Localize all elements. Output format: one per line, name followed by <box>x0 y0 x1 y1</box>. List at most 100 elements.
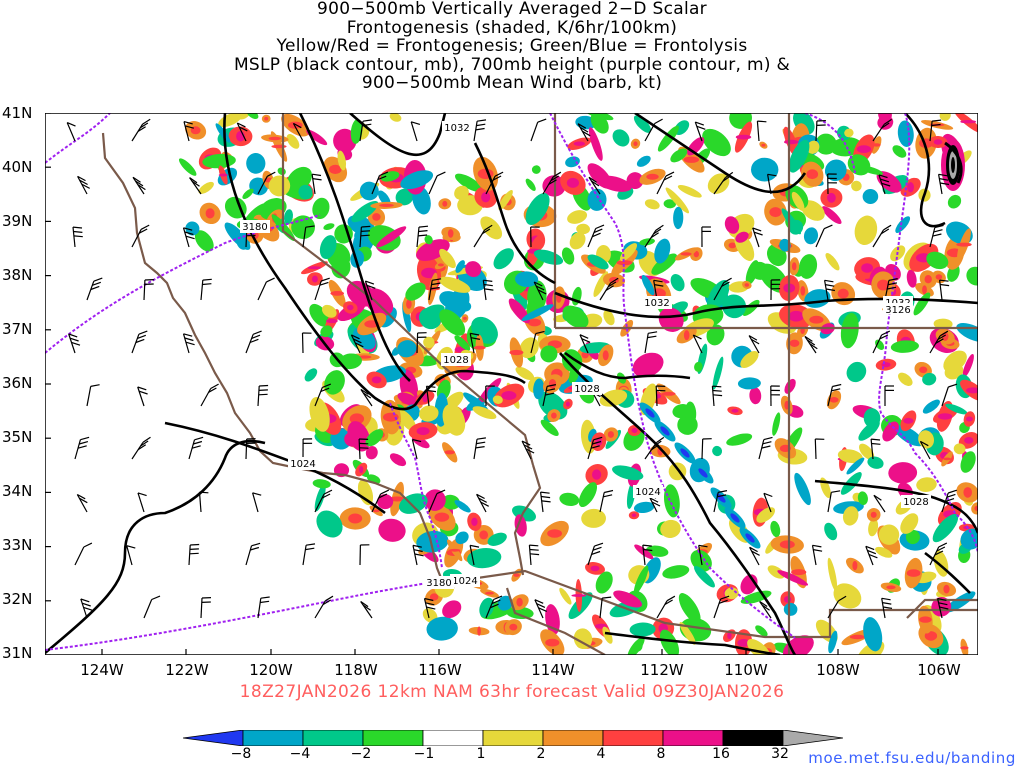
shading-blob <box>185 221 200 236</box>
shading-blob <box>658 307 684 332</box>
wind-barb-flag <box>66 122 76 127</box>
title-line-5: 900−500mb Mean Wind (barb, kt) <box>361 73 663 93</box>
shading-core <box>479 530 489 540</box>
shading-blob <box>632 352 664 378</box>
shading-blob <box>587 254 609 270</box>
wind-barb-shaft <box>236 122 247 142</box>
shading-core <box>616 260 633 266</box>
shading-blob <box>397 392 419 406</box>
shading-blob <box>286 134 300 149</box>
shading-core <box>933 139 943 145</box>
shading-blob <box>178 158 197 176</box>
wind-barb-flag <box>81 183 90 189</box>
shading-blob <box>514 514 527 537</box>
shading-core <box>728 242 737 249</box>
wind-barb-shaft <box>74 439 81 460</box>
wind-barb-flag <box>603 494 613 498</box>
wind-barb-shaft <box>86 386 92 407</box>
wind-barb-flag <box>591 550 601 555</box>
shading-blob <box>932 513 959 543</box>
colorbar-tick-label: −4 <box>289 746 311 762</box>
wind-barb-shaft <box>245 334 254 354</box>
colorbar-cell <box>662 730 724 746</box>
wind-barb-flag <box>321 493 331 499</box>
wind-barb-shaft <box>587 439 595 460</box>
shading-blob <box>851 180 862 192</box>
shading-blob <box>791 191 805 211</box>
wind-barb-flag <box>878 174 888 179</box>
shading-blob <box>898 372 913 386</box>
shading-core <box>698 468 708 478</box>
height-label: 3126 <box>883 303 913 316</box>
shading-blob <box>846 457 865 475</box>
shading-blob <box>679 622 696 645</box>
shading-blob <box>639 238 655 246</box>
wind-barb-shaft <box>540 492 544 513</box>
shading-blob <box>868 518 879 537</box>
wind-barb-flag <box>251 334 261 339</box>
shading-blob <box>677 185 702 198</box>
shading-core <box>513 573 520 577</box>
shading-blob <box>747 638 772 655</box>
wind-barb-shaft <box>485 599 495 619</box>
shading-blob <box>875 546 893 558</box>
shading-blob <box>857 491 868 506</box>
wind-barb-flag <box>550 175 560 182</box>
wind-barb-flag <box>481 228 491 235</box>
wind-barb-flag <box>427 389 437 393</box>
wind-barb-shaft <box>473 121 478 142</box>
shading-core <box>471 517 478 526</box>
wind-barb-flag <box>191 180 200 187</box>
shading-blob <box>215 123 231 143</box>
wind-barb-flag <box>360 388 369 395</box>
wind-barb-shaft <box>143 599 153 619</box>
shading-blob <box>567 210 588 224</box>
svg-text:1028: 1028 <box>443 355 468 366</box>
shading-core <box>379 203 394 207</box>
wind-barb-shaft <box>767 174 772 195</box>
shading-blob <box>788 219 804 235</box>
wind-barb-flag <box>189 177 198 184</box>
svg-text:1024: 1024 <box>635 487 660 498</box>
shading-blob <box>298 184 313 200</box>
title-line-4: MSLP (black contour, mb), 700mb height (… <box>233 54 791 75</box>
shading-core <box>509 623 518 631</box>
wind-barb-shaft <box>364 280 373 301</box>
wind-barb-flag <box>579 334 589 339</box>
wind-barb-flag <box>761 604 770 611</box>
source-url[interactable]: moe.met.fsu.edu/banding <box>808 749 1016 767</box>
wind-barb-shaft <box>870 439 874 460</box>
wind-barb-flag <box>71 341 81 346</box>
mslp-label: 1024 <box>288 457 318 470</box>
wind-barb-flag <box>413 549 423 553</box>
wind-barb-flag <box>135 338 145 344</box>
wind-barb-flag <box>653 279 663 283</box>
wind-barb-flag <box>189 548 199 550</box>
wind-barb-flag <box>138 390 148 395</box>
shading-blob <box>837 449 863 464</box>
shading-blob <box>702 128 731 157</box>
shading-blob <box>882 421 899 442</box>
height-contours <box>45 113 978 651</box>
shading-blob <box>707 173 730 194</box>
shading-core <box>856 145 872 153</box>
shading-core <box>359 466 364 474</box>
shading-blob <box>633 115 652 133</box>
wind-barb-flag <box>523 444 533 450</box>
shading-blob <box>268 175 291 197</box>
wind-barb-flag <box>938 542 948 548</box>
wind-barb-shaft <box>188 544 191 566</box>
shading-core <box>372 213 381 221</box>
shading-blob <box>505 606 534 619</box>
wind-barb-flag <box>184 231 194 236</box>
wind-barb-shaft <box>528 545 532 566</box>
wind-barb-shaft <box>881 598 886 619</box>
wind-barb-shaft <box>530 333 537 354</box>
shading-blob <box>316 510 343 538</box>
wind-barb-flag <box>354 342 364 348</box>
wind-barb-flag <box>73 230 83 233</box>
longitude-label: 110W <box>724 661 768 679</box>
wind-barb-flag <box>725 171 734 179</box>
shading-core <box>937 413 953 420</box>
shading-blob <box>419 405 439 422</box>
